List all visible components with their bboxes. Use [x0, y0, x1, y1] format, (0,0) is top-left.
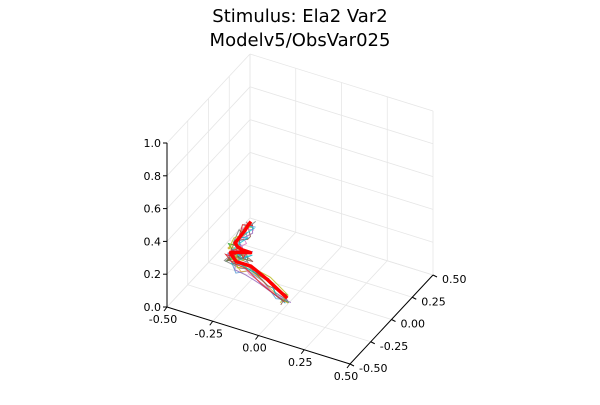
grid-line — [187, 284, 371, 343]
z-tick-label: 0.2 — [144, 268, 162, 281]
z-tick-label: 0.4 — [144, 235, 162, 248]
grid-line — [249, 119, 434, 177]
grid-line — [166, 86, 251, 177]
z-tick-label: 0.8 — [144, 170, 162, 183]
y-tick — [412, 296, 417, 300]
grid-line — [249, 184, 434, 243]
highlighted-trajectory — [228, 220, 289, 300]
y-tick-label: -0.25 — [380, 340, 408, 353]
grid-line — [249, 53, 434, 112]
chart-title-line-2: Modelv5/ObsVar025 — [209, 30, 391, 51]
grid-line — [166, 152, 251, 242]
grid-line — [208, 262, 392, 320]
z-tick-label: 1.0 — [144, 137, 162, 150]
x-tick — [255, 335, 259, 340]
x-tick — [300, 349, 305, 355]
x-tick-label: 0.50 — [334, 370, 359, 383]
grid-line — [166, 53, 251, 144]
x-tick — [346, 363, 351, 369]
grid-line — [166, 217, 251, 308]
sample-trajectory — [226, 221, 288, 306]
y-tick — [432, 274, 438, 278]
y-tick — [370, 341, 375, 345]
x-tick — [209, 320, 214, 326]
z-tick-label: 0.0 — [144, 301, 162, 314]
grid-line — [166, 119, 251, 209]
x-tick-label: -0.50 — [149, 313, 177, 326]
y-tick-label: 0.00 — [401, 318, 426, 331]
x-tick-label: 0.25 — [288, 356, 313, 369]
y-tick-label: 0.50 — [442, 273, 467, 286]
y-tick — [391, 319, 396, 322]
y-tick — [349, 363, 355, 367]
x-tick-label: -0.25 — [195, 327, 223, 340]
grid-line — [249, 217, 434, 276]
chart-title-line-1: Stimulus: Ela2 Var2 — [212, 6, 388, 27]
grid-line — [249, 86, 434, 145]
grid-line — [229, 239, 413, 298]
y-tick-label: -0.50 — [359, 362, 387, 375]
x-tick-label: 0.00 — [242, 342, 267, 355]
grid-line — [166, 184, 251, 275]
sample-trajectory — [224, 224, 286, 303]
grid-line — [249, 152, 434, 210]
z-tick-label: 0.6 — [144, 203, 162, 216]
x-tick — [163, 306, 168, 312]
y-tick-label: 0.25 — [421, 295, 446, 308]
